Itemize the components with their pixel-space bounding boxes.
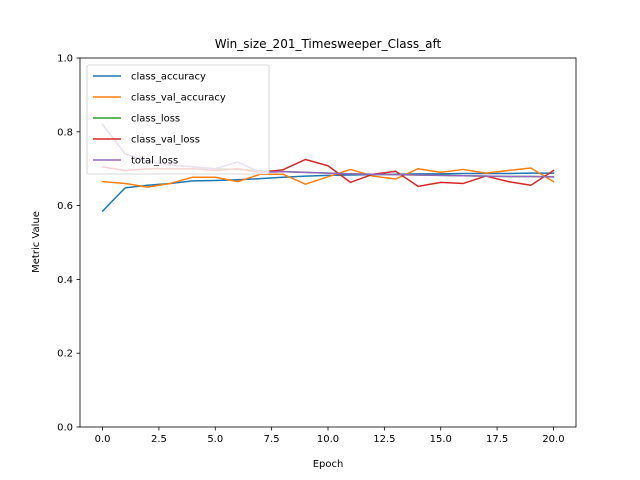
y-tick-label: 0.6	[57, 201, 73, 212]
legend-label-class-accuracy: class_accuracy	[131, 72, 206, 83]
x-tick-label: 12.5	[373, 434, 395, 445]
legend: class_accuracy class_val_accuracy class_lo…	[86, 64, 270, 175]
y-tick-label: 0.4	[57, 275, 73, 286]
legend-box	[86, 64, 270, 175]
y-axis-ticks: 0.0 0.2 0.4 0.6 0.8 1.0	[57, 54, 80, 434]
x-tick-label: 15.0	[430, 434, 452, 445]
x-axis-ticks: 0.0 2.5 5.0 7.5 10.0 12.5 15.0 17.5 20.0	[95, 427, 565, 445]
x-tick-label: 2.5	[151, 434, 167, 445]
chart-title: Win_size_201_Timesweeper_Class_aft	[215, 37, 442, 51]
x-tick-label: 20.0	[542, 434, 564, 445]
legend-label-class-loss: class_loss	[131, 114, 180, 125]
y-tick-label: 0.2	[57, 349, 73, 360]
legend-label-total-loss: total_loss	[131, 156, 178, 167]
y-tick-label: 1.0	[57, 54, 73, 65]
x-tick-label: 10.0	[317, 434, 339, 445]
x-tick-label: 5.0	[207, 434, 223, 445]
legend-label-class-val-loss: class_val_loss	[131, 135, 200, 146]
x-tick-label: 7.5	[264, 434, 280, 445]
x-tick-label: 17.5	[486, 434, 508, 445]
legend-label-class-val-accuracy: class_val_accuracy	[131, 93, 226, 104]
y-axis-title: Metric Value	[31, 211, 42, 273]
y-tick-label: 0.8	[57, 127, 73, 138]
y-tick-label: 0.0	[57, 423, 73, 434]
x-tick-label: 0.0	[95, 434, 111, 445]
x-axis-title: Epoch	[313, 459, 344, 470]
series-line-class-val-accuracy	[101, 167, 555, 188]
series-line-class-accuracy	[101, 172, 555, 213]
